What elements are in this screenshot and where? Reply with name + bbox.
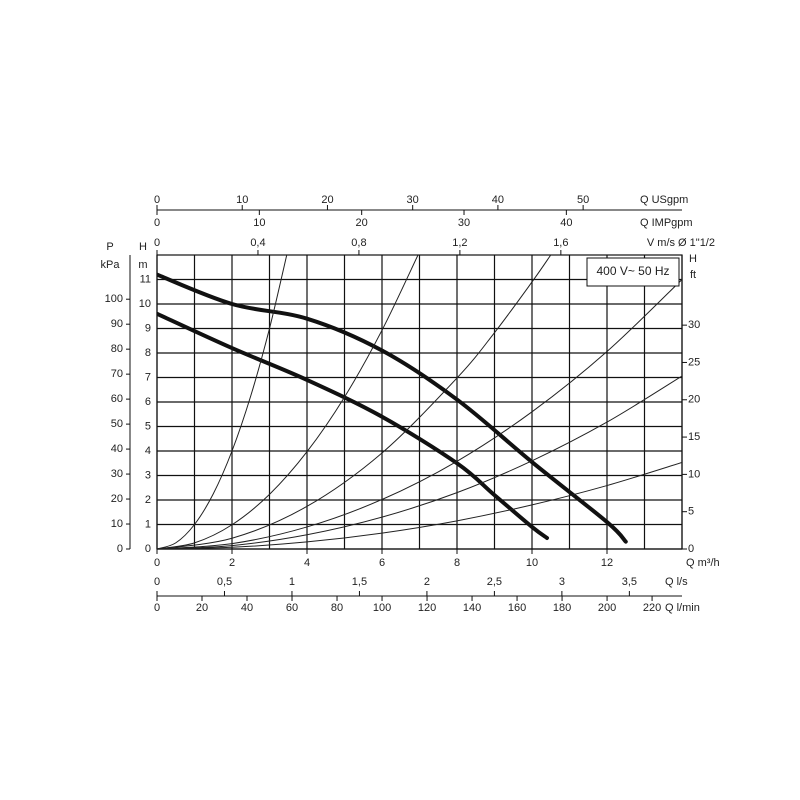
y-tick-label: 7	[145, 371, 151, 383]
feet-tick-label: 0	[688, 543, 694, 555]
secondary-tick-label: 0	[154, 576, 160, 588]
secondary-axis-title: Q l/min	[665, 602, 700, 614]
secondary-tick-label: 30	[407, 194, 419, 206]
x-tick-label: 0	[154, 557, 160, 569]
pressure-tick-label: 20	[111, 493, 123, 505]
curve	[157, 279, 682, 549]
pressure-tick-label: 30	[111, 468, 123, 480]
feet-tick-label: 10	[688, 468, 700, 480]
pressure-axis-unit: kPa	[101, 259, 121, 271]
secondary-tick-label: 1,5	[352, 576, 367, 588]
secondary-tick-label: 1,2	[452, 237, 467, 249]
feet-tick-label: 25	[688, 356, 700, 368]
secondary-tick-label: 140	[463, 602, 481, 614]
y-axis-unit: m	[138, 259, 147, 271]
feet-tick-label: 5	[688, 506, 694, 518]
secondary-tick-label: 10	[236, 194, 248, 206]
secondary-tick-label: 200	[598, 602, 616, 614]
secondary-tick-label: 0	[154, 217, 160, 229]
secondary-tick-label: 30	[458, 217, 470, 229]
secondary-tick-label: 0	[154, 194, 160, 206]
secondary-tick-label: 2,5	[487, 576, 502, 588]
x-tick-label: 12	[601, 557, 613, 569]
pressure-tick-label: 0	[117, 543, 123, 555]
x-tick-label: 6	[379, 557, 385, 569]
y-tick-label: 3	[145, 469, 151, 481]
annotation-box	[586, 257, 680, 287]
pressure-tick-label: 40	[111, 443, 123, 455]
secondary-tick-label: 1,6	[553, 237, 568, 249]
secondary-tick-label: 2	[424, 576, 430, 588]
secondary-tick-label: 10	[253, 217, 265, 229]
secondary-tick-label: 160	[508, 602, 526, 614]
secondary-tick-label: 100	[373, 602, 391, 614]
y-axis-title: H	[139, 241, 147, 253]
secondary-axis-title: V m/s Ø 1"1/2	[647, 237, 715, 249]
y-tick-label: 11	[140, 273, 151, 285]
secondary-tick-label: 1	[289, 576, 295, 588]
secondary-tick-label: 0	[154, 602, 160, 614]
secondary-tick-label: 40	[492, 194, 504, 206]
pressure-tick-label: 60	[111, 393, 123, 405]
y-tick-label: 4	[145, 445, 151, 457]
curve	[157, 311, 549, 540]
secondary-tick-label: 40	[241, 602, 253, 614]
pressure-tick-label: 100	[105, 293, 123, 305]
y-tick-label: 0	[145, 543, 151, 555]
secondary-tick-label: 40	[560, 217, 572, 229]
pressure-tick-label: 10	[111, 518, 123, 530]
secondary-axis-title: Q USgpm	[640, 194, 688, 206]
secondary-tick-label: 0,5	[217, 576, 232, 588]
curve	[157, 462, 682, 549]
y-tick-label: 1	[145, 518, 151, 530]
secondary-tick-label: 120	[418, 602, 436, 614]
pressure-axis-title: P	[106, 241, 113, 253]
secondary-tick-label: 180	[553, 602, 571, 614]
x-tick-label: 2	[229, 557, 235, 569]
secondary-tick-label: 0,4	[250, 237, 265, 249]
secondary-tick-label: 220	[643, 602, 661, 614]
feet-axis-title: H	[689, 253, 697, 265]
curve	[157, 255, 419, 549]
feet-tick-label: 30	[688, 319, 700, 331]
pressure-tick-label: 50	[111, 418, 123, 430]
secondary-tick-label: 50	[577, 194, 589, 206]
y-tick-label: 9	[145, 322, 151, 334]
curve	[157, 255, 552, 549]
x-axis-title: Q m³/h	[686, 557, 720, 569]
y-tick-label: 10	[139, 298, 151, 310]
secondary-tick-label: 20	[356, 217, 368, 229]
x-tick-label: 4	[304, 557, 310, 569]
secondary-tick-label: 3,5	[622, 576, 637, 588]
y-tick-label: 8	[145, 347, 151, 359]
feet-tick-label: 15	[688, 431, 700, 443]
curve	[157, 255, 288, 549]
feet-axis-unit: ft	[690, 269, 696, 281]
secondary-axis-title: Q IMPgpm	[640, 217, 693, 229]
pressure-tick-label: 80	[111, 343, 123, 355]
secondary-tick-label: 20	[321, 194, 333, 206]
curve	[157, 272, 628, 544]
secondary-tick-label: 60	[286, 602, 298, 614]
pressure-tick-label: 90	[111, 318, 123, 330]
annotation: 400 V~ 50 Hz	[596, 264, 669, 278]
pressure-tick-label: 70	[111, 368, 123, 380]
y-tick-label: 6	[145, 396, 151, 408]
feet-tick-label: 20	[688, 394, 700, 406]
x-tick-label: 8	[454, 557, 460, 569]
x-tick-label: 10	[526, 557, 538, 569]
secondary-tick-label: 0	[154, 237, 160, 249]
y-tick-label: 5	[145, 420, 151, 432]
secondary-tick-label: 0,8	[351, 237, 366, 249]
secondary-axis-title: Q l/s	[665, 576, 688, 588]
secondary-tick-label: 20	[196, 602, 208, 614]
secondary-tick-label: 3	[559, 576, 565, 588]
curve	[157, 375, 682, 549]
y-tick-label: 2	[145, 494, 151, 506]
secondary-tick-label: 80	[331, 602, 343, 614]
